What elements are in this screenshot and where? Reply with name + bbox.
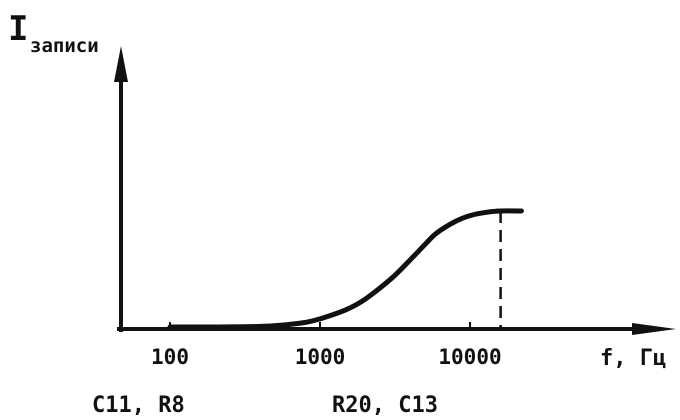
x-axis-label: f, Гц xyxy=(600,346,666,371)
x-tick-label: 10000 xyxy=(438,345,501,369)
y-axis-label: I xyxy=(8,9,28,49)
y-axis-arrow xyxy=(114,46,128,82)
annotation-r20-c13: R20, C13 xyxy=(332,393,438,418)
x-tick-label: 1000 xyxy=(295,345,346,369)
y-axis-label-subscript: записи xyxy=(30,35,99,57)
annotation-c11-r8: C11, R8 xyxy=(92,393,185,418)
series-line xyxy=(167,208,524,330)
x-tick-labels: 100 1000 10000 xyxy=(151,345,502,369)
x-tick-label: 100 xyxy=(151,345,189,369)
x-axis-arrow xyxy=(632,323,676,335)
